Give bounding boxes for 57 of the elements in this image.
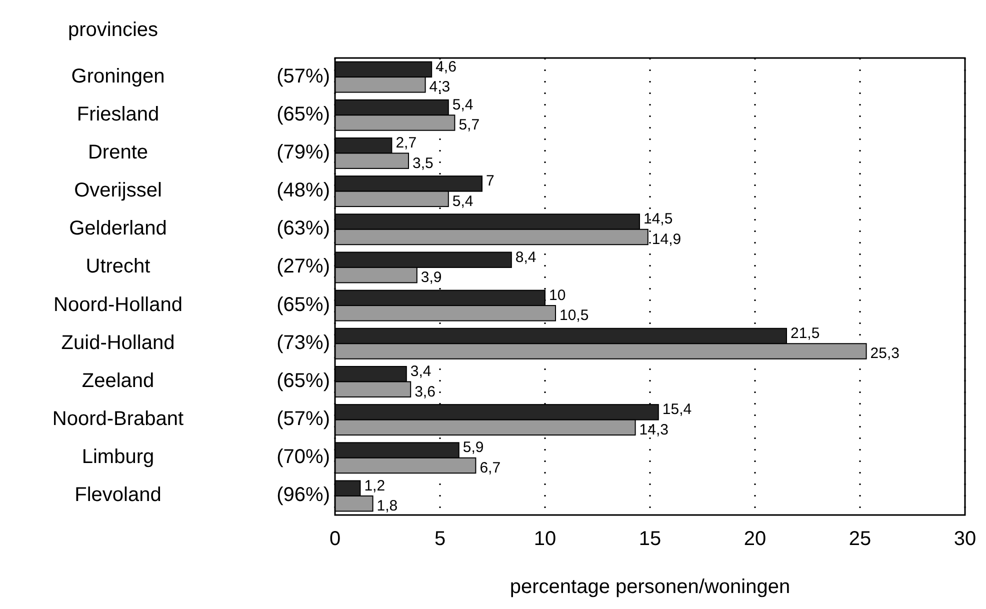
x-tick-label: 20 bbox=[744, 528, 766, 550]
y2-tick-label: (63%) bbox=[276, 218, 330, 240]
data-label: 25,3 bbox=[870, 345, 900, 362]
y-tick-label: Gelderland bbox=[69, 218, 167, 240]
y-tick-label: Overijssel bbox=[74, 180, 162, 202]
data-label: 5,4 bbox=[452, 96, 474, 114]
y-tick-label: Noord-Brabant bbox=[52, 408, 184, 430]
y2-tick-label: (73%) bbox=[276, 332, 330, 354]
x-tick-label: 10 bbox=[534, 528, 556, 550]
data-label: 5,4 bbox=[452, 192, 474, 210]
y2-tick-label: (65%) bbox=[276, 103, 330, 126]
data-label: 14,5 bbox=[644, 210, 673, 228]
data-label: 14,9 bbox=[652, 230, 682, 248]
x-tick-label: 25 bbox=[848, 528, 872, 550]
y2-tick-label: (70%) bbox=[276, 446, 330, 468]
y-tick-label: Friesland bbox=[76, 103, 160, 126]
data-label: 1,2 bbox=[364, 477, 386, 494]
y-tick-label: Flevoland bbox=[74, 484, 162, 506]
y2-tick-label: (79%) bbox=[276, 141, 330, 164]
y2-tick-label: (65%) bbox=[276, 294, 330, 316]
data-label: 4,3 bbox=[429, 78, 450, 96]
data-label: 3,5 bbox=[412, 154, 434, 172]
y-tick-label: Utrecht bbox=[86, 256, 151, 278]
y2-tick-label: (57%) bbox=[276, 408, 330, 430]
data-label: 10,5 bbox=[560, 307, 589, 324]
x-tick-label: 5 bbox=[434, 528, 446, 550]
y2-tick-label: (57%) bbox=[276, 65, 330, 88]
data-label: 21,5 bbox=[790, 324, 820, 342]
y2-tick-label: (96%) bbox=[276, 484, 330, 506]
data-label: 3,6 bbox=[414, 383, 436, 400]
y2-tick-label: (27%) bbox=[276, 256, 330, 278]
data-label: 6,7 bbox=[480, 459, 501, 476]
data-label: 10 bbox=[549, 286, 566, 304]
data-label: 5,7 bbox=[458, 116, 480, 134]
data-label: 15,4 bbox=[662, 401, 692, 418]
data-label: 14,3 bbox=[639, 421, 669, 438]
data-label: 7 bbox=[486, 172, 494, 190]
y-tick-label: Drente bbox=[88, 141, 148, 164]
y-tick-label: Limburg bbox=[82, 446, 154, 468]
y2-tick-label: (48%) bbox=[276, 180, 330, 202]
y-tick-label: Zeeland bbox=[82, 370, 154, 392]
y-tick-label: Zuid-Holland bbox=[61, 332, 175, 354]
data-label: 5,9 bbox=[462, 439, 484, 456]
x-tick-label: 15 bbox=[638, 528, 662, 550]
data-label: 1,8 bbox=[376, 498, 398, 515]
x-tick-label: 0 bbox=[329, 528, 341, 550]
y-tick-label: Noord-Holland bbox=[54, 294, 182, 316]
data-label: 3,9 bbox=[420, 269, 442, 286]
data-label: 3,4 bbox=[410, 363, 432, 380]
x-axis-title: percentage personen/woningen bbox=[510, 576, 790, 598]
x-tick-label: 30 bbox=[954, 528, 976, 550]
y2-tick-label: (65%) bbox=[276, 370, 330, 392]
y-tick-label: Groningen bbox=[71, 65, 165, 88]
data-label: 4,6 bbox=[436, 58, 456, 76]
data-label: 8,4 bbox=[515, 248, 536, 266]
data-label: 2,7 bbox=[396, 134, 417, 152]
y-axis-title: provincies bbox=[68, 19, 158, 41]
